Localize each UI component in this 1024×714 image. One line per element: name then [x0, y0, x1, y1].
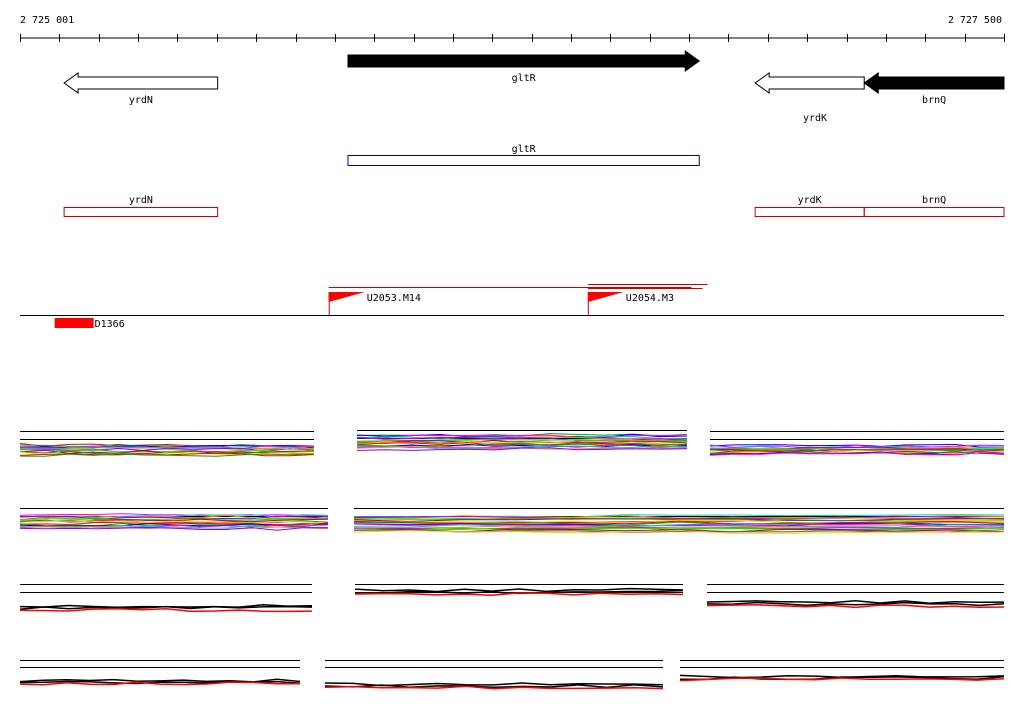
- gene-label-yrdN: yrdN: [129, 95, 153, 106]
- expression-panel: [19, 584, 313, 613]
- gene-arrow-yrdN: [63, 72, 219, 94]
- expression-panel: [354, 584, 684, 596]
- gene-track: yrdN gltR yrdK brnQ: [63, 50, 1005, 124]
- transcription-unit-track: U2053.M14 U2054.M3: [328, 284, 708, 315]
- red-gene-track: yrdN yrdK brnQ: [63, 195, 1005, 217]
- expression-line: [353, 518, 1005, 522]
- expression-line: [356, 443, 688, 448]
- expression-line: [19, 681, 301, 686]
- expression-line: [19, 453, 315, 457]
- expression-line: [19, 605, 313, 611]
- gene-label-brnQ: brnQ: [922, 95, 946, 106]
- ruler: 2 725 001 2 727 500: [20, 15, 1005, 42]
- expression-line: [19, 607, 313, 613]
- gene-label-yrdK: yrdK: [803, 113, 827, 124]
- expression-line: [19, 447, 315, 451]
- expression-panels: [19, 430, 1005, 690]
- expression-line: [706, 600, 1005, 604]
- expression-line: [19, 519, 329, 524]
- blue-box-gltR: [347, 155, 700, 166]
- red-box-yrdN: [63, 207, 219, 217]
- expression-line: [706, 604, 1005, 609]
- expression-line: [19, 526, 329, 531]
- expression-line: [353, 519, 1005, 524]
- expression-line: [324, 685, 664, 690]
- expression-line: [356, 440, 688, 445]
- ruler-end-label: 2 727 500: [948, 15, 1002, 26]
- feature-track: D1366: [54, 318, 125, 330]
- tu-promoter-flag-U2053.M14: [328, 292, 365, 302]
- expression-line: [709, 452, 1005, 456]
- expression-line: [353, 529, 1005, 534]
- expression-line: [19, 513, 329, 517]
- expression-panel: [19, 431, 315, 457]
- expression-line: [356, 447, 688, 451]
- tu-promoter-flag-U2054.M3: [587, 292, 624, 302]
- gene-label-gltR: gltR: [512, 73, 537, 84]
- blue-gene-track: gltR: [347, 144, 700, 166]
- feature-box-D1366: [54, 318, 94, 328]
- expression-panel: [356, 430, 688, 451]
- expression-panel: [706, 584, 1005, 609]
- feature-label-D1366: D1366: [95, 319, 125, 330]
- gene-arrow-yrdK: [754, 72, 865, 94]
- red-label-yrdK: yrdK: [798, 195, 822, 206]
- gene-arrow-brnQ: [863, 72, 1005, 94]
- tu-label-U2053.M14: U2053.M14: [367, 293, 421, 304]
- red-box-brnQ: [863, 207, 1005, 217]
- expression-panel: [679, 660, 1005, 682]
- expression-panel: [19, 508, 329, 531]
- expression-line: [356, 434, 688, 439]
- expression-line: [354, 587, 684, 593]
- expression-line: [19, 516, 329, 521]
- expression-panel: [353, 508, 1005, 534]
- red-box-yrdK: [754, 207, 865, 217]
- expression-line: [354, 592, 684, 596]
- expression-line: [679, 677, 1005, 682]
- ruler-start-label: 2 725 001: [20, 15, 74, 26]
- expression-line: [353, 524, 1005, 529]
- expression-line: [19, 515, 329, 520]
- expression-panel: [709, 431, 1005, 456]
- expression-line: [709, 448, 1005, 452]
- expression-line: [706, 601, 1005, 607]
- blue-label-gltR: gltR: [512, 144, 537, 155]
- ruler-ticks: [20, 34, 1005, 42]
- red-label-yrdN: yrdN: [129, 195, 153, 206]
- expression-line: [19, 526, 328, 531]
- expression-panel: [19, 660, 301, 686]
- expression-line: [19, 520, 329, 524]
- tu-label-U2054.M3: U2054.M3: [626, 293, 674, 304]
- gene-arrow-gltR: [347, 50, 701, 72]
- red-label-brnQ: brnQ: [922, 195, 946, 206]
- expression-line: [19, 518, 329, 523]
- expression-line: [353, 527, 1005, 532]
- expression-panel: [324, 660, 664, 690]
